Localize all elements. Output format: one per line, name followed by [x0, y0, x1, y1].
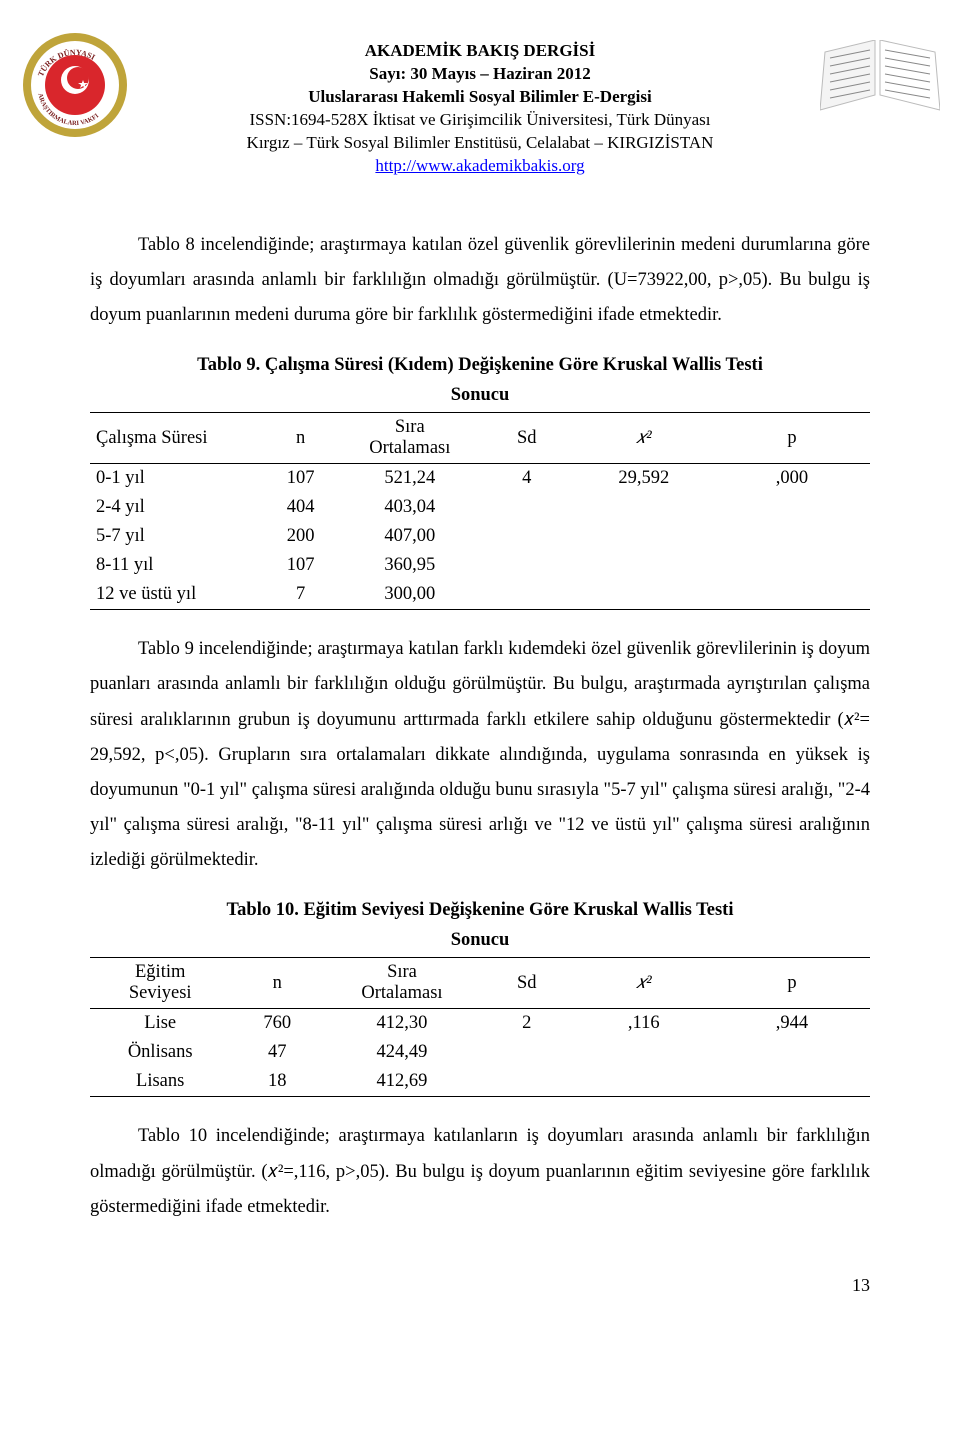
t9-body: 0-1 yıl107521,24429,592,0002-4 yıl404403… [90, 464, 870, 610]
t9-h-c4: 𝑥² [574, 413, 714, 464]
header-link[interactable]: http://www.akademikbakis.org [375, 156, 584, 175]
paragraph-tablo8: Tablo 8 incelendiğinde; araştırmaya katı… [90, 228, 870, 333]
table-cell: Önlisans [90, 1038, 230, 1067]
table-cell: 412,69 [324, 1067, 480, 1097]
table-cell [714, 522, 870, 551]
t10-h-c2-l2: Ortalaması [361, 983, 442, 1003]
table10-title-l1: Tablo 10. Eğitim Seviyesi Değişkenine Gö… [227, 900, 734, 920]
table-cell: 200 [262, 522, 340, 551]
page-root: TÜRK DÜNYASI ARAŞTIRMALARI VAKFI [0, 0, 960, 1336]
table-cell: ,116 [574, 1009, 714, 1039]
logo-left-emblem: TÜRK DÜNYASI ARAŞTIRMALARI VAKFI [20, 30, 130, 140]
table-cell: 404 [262, 493, 340, 522]
table-cell: Lise [90, 1009, 230, 1039]
table-cell: 2-4 yıl [90, 493, 262, 522]
table-cell [574, 551, 714, 580]
table-cell [480, 1067, 574, 1097]
t10-h-c0-l2: Seviyesi [129, 983, 192, 1003]
table-cell [574, 493, 714, 522]
table-cell: 412,30 [324, 1009, 480, 1039]
table-cell [714, 580, 870, 610]
table-cell: 47 [230, 1038, 324, 1067]
table9-title-l1: Tablo 9. Çalışma Süresi (Kıdem) Değişken… [197, 355, 763, 375]
table-cell [574, 522, 714, 551]
table-cell [480, 551, 574, 580]
header-line2: Sayı: 30 Mayıs – Haziran 2012 [90, 63, 870, 86]
table-cell: 107 [262, 551, 340, 580]
table-cell: 300,00 [340, 580, 480, 610]
table-cell [574, 1038, 714, 1067]
table-cell [480, 522, 574, 551]
table-cell: 7 [262, 580, 340, 610]
table-cell [714, 493, 870, 522]
table-cell: 403,04 [340, 493, 480, 522]
table-cell [480, 1038, 574, 1067]
header-text-block: AKADEMİK BAKIŞ DERGİSİ Sayı: 30 Mayıs – … [90, 40, 870, 178]
table-cell [574, 580, 714, 610]
table-cell: 8-11 yıl [90, 551, 262, 580]
table-row: 5-7 yıl200407,00 [90, 522, 870, 551]
table-cell: 4 [480, 464, 574, 494]
t9-h-c5: p [714, 413, 870, 464]
t9-h-c1: n [262, 413, 340, 464]
t9-h-c0: Çalışma Süresi [90, 413, 262, 464]
paragraph-tablo9: Tablo 9 incelendiğinde; araştırmaya katı… [90, 632, 870, 878]
t10-h-c4: 𝑥² [574, 958, 714, 1009]
table9: Çalışma Süresi n Sıra Ortalaması Sd 𝑥² p… [90, 412, 870, 610]
table-cell: 29,592 [574, 464, 714, 494]
table-cell [480, 493, 574, 522]
table-cell: 5-7 yıl [90, 522, 262, 551]
t9-h-c2: Sıra Ortalaması [340, 413, 480, 464]
t10-h-c2: Sıra Ortalaması [324, 958, 480, 1009]
table-cell [574, 1067, 714, 1097]
header-line3: Uluslararası Hakemli Sosyal Bilimler E-D… [90, 86, 870, 109]
t10-h-c0: Eğitim Seviyesi [90, 958, 230, 1009]
table-cell: 0-1 yıl [90, 464, 262, 494]
t10-body: Lise760412,302,116,944Önlisans47424,49Li… [90, 1009, 870, 1097]
table-cell: 107 [262, 464, 340, 494]
table-cell: 360,95 [340, 551, 480, 580]
table-cell: 521,24 [340, 464, 480, 494]
header-line1: AKADEMİK BAKIŞ DERGİSİ [90, 40, 870, 63]
t9-h-c2-l1: Sıra [395, 417, 425, 437]
table-row: 0-1 yıl107521,24429,592,000 [90, 464, 870, 494]
journal-header: TÜRK DÜNYASI ARAŞTIRMALARI VAKFI [90, 40, 870, 178]
logo-right-book-icon [820, 40, 940, 130]
table-row: Önlisans47424,49 [90, 1038, 870, 1067]
t10-h-c2-l1: Sıra [387, 962, 417, 982]
header-line4: ISSN:1694-528X İktisat ve Girişimcilik Ü… [90, 109, 870, 132]
table-cell: 760 [230, 1009, 324, 1039]
table-cell: ,944 [714, 1009, 870, 1039]
table10-title-l2: Sonucu [451, 930, 510, 950]
table-cell: 18 [230, 1067, 324, 1097]
page-number: 13 [90, 1275, 870, 1296]
table-cell: 2 [480, 1009, 574, 1039]
table-cell: 12 ve üstü yıl [90, 580, 262, 610]
t10-h-c5: p [714, 958, 870, 1009]
table-cell: 407,00 [340, 522, 480, 551]
table-row: 12 ve üstü yıl7300,00 [90, 580, 870, 610]
t10-h-c1: n [230, 958, 324, 1009]
table-row: 2-4 yıl404403,04 [90, 493, 870, 522]
header-line5: Kırgız – Türk Sosyal Bilimler Enstitüsü,… [90, 132, 870, 155]
table-row: Lisans18412,69 [90, 1067, 870, 1097]
paragraph-tablo10: Tablo 10 incelendiğinde; araştırmaya kat… [90, 1119, 870, 1224]
table9-title: Tablo 9. Çalışma Süresi (Kıdem) Değişken… [90, 351, 870, 410]
table-row: 8-11 yıl107360,95 [90, 551, 870, 580]
t10-h-c0-l1: Eğitim [135, 962, 185, 982]
table-cell [714, 551, 870, 580]
table-cell [714, 1038, 870, 1067]
table10: Eğitim Seviyesi n Sıra Ortalaması Sd 𝑥² … [90, 957, 870, 1097]
table-cell [714, 1067, 870, 1097]
table-cell [480, 580, 574, 610]
table-cell: Lisans [90, 1067, 230, 1097]
table-row: Lise760412,302,116,944 [90, 1009, 870, 1039]
t9-h-c2-l2: Ortalaması [369, 438, 450, 458]
t10-h-c3: Sd [480, 958, 574, 1009]
table-cell: 424,49 [324, 1038, 480, 1067]
table9-title-l2: Sonucu [451, 385, 510, 405]
table10-title: Tablo 10. Eğitim Seviyesi Değişkenine Gö… [90, 896, 870, 955]
table-cell: ,000 [714, 464, 870, 494]
t9-h-c3: Sd [480, 413, 574, 464]
